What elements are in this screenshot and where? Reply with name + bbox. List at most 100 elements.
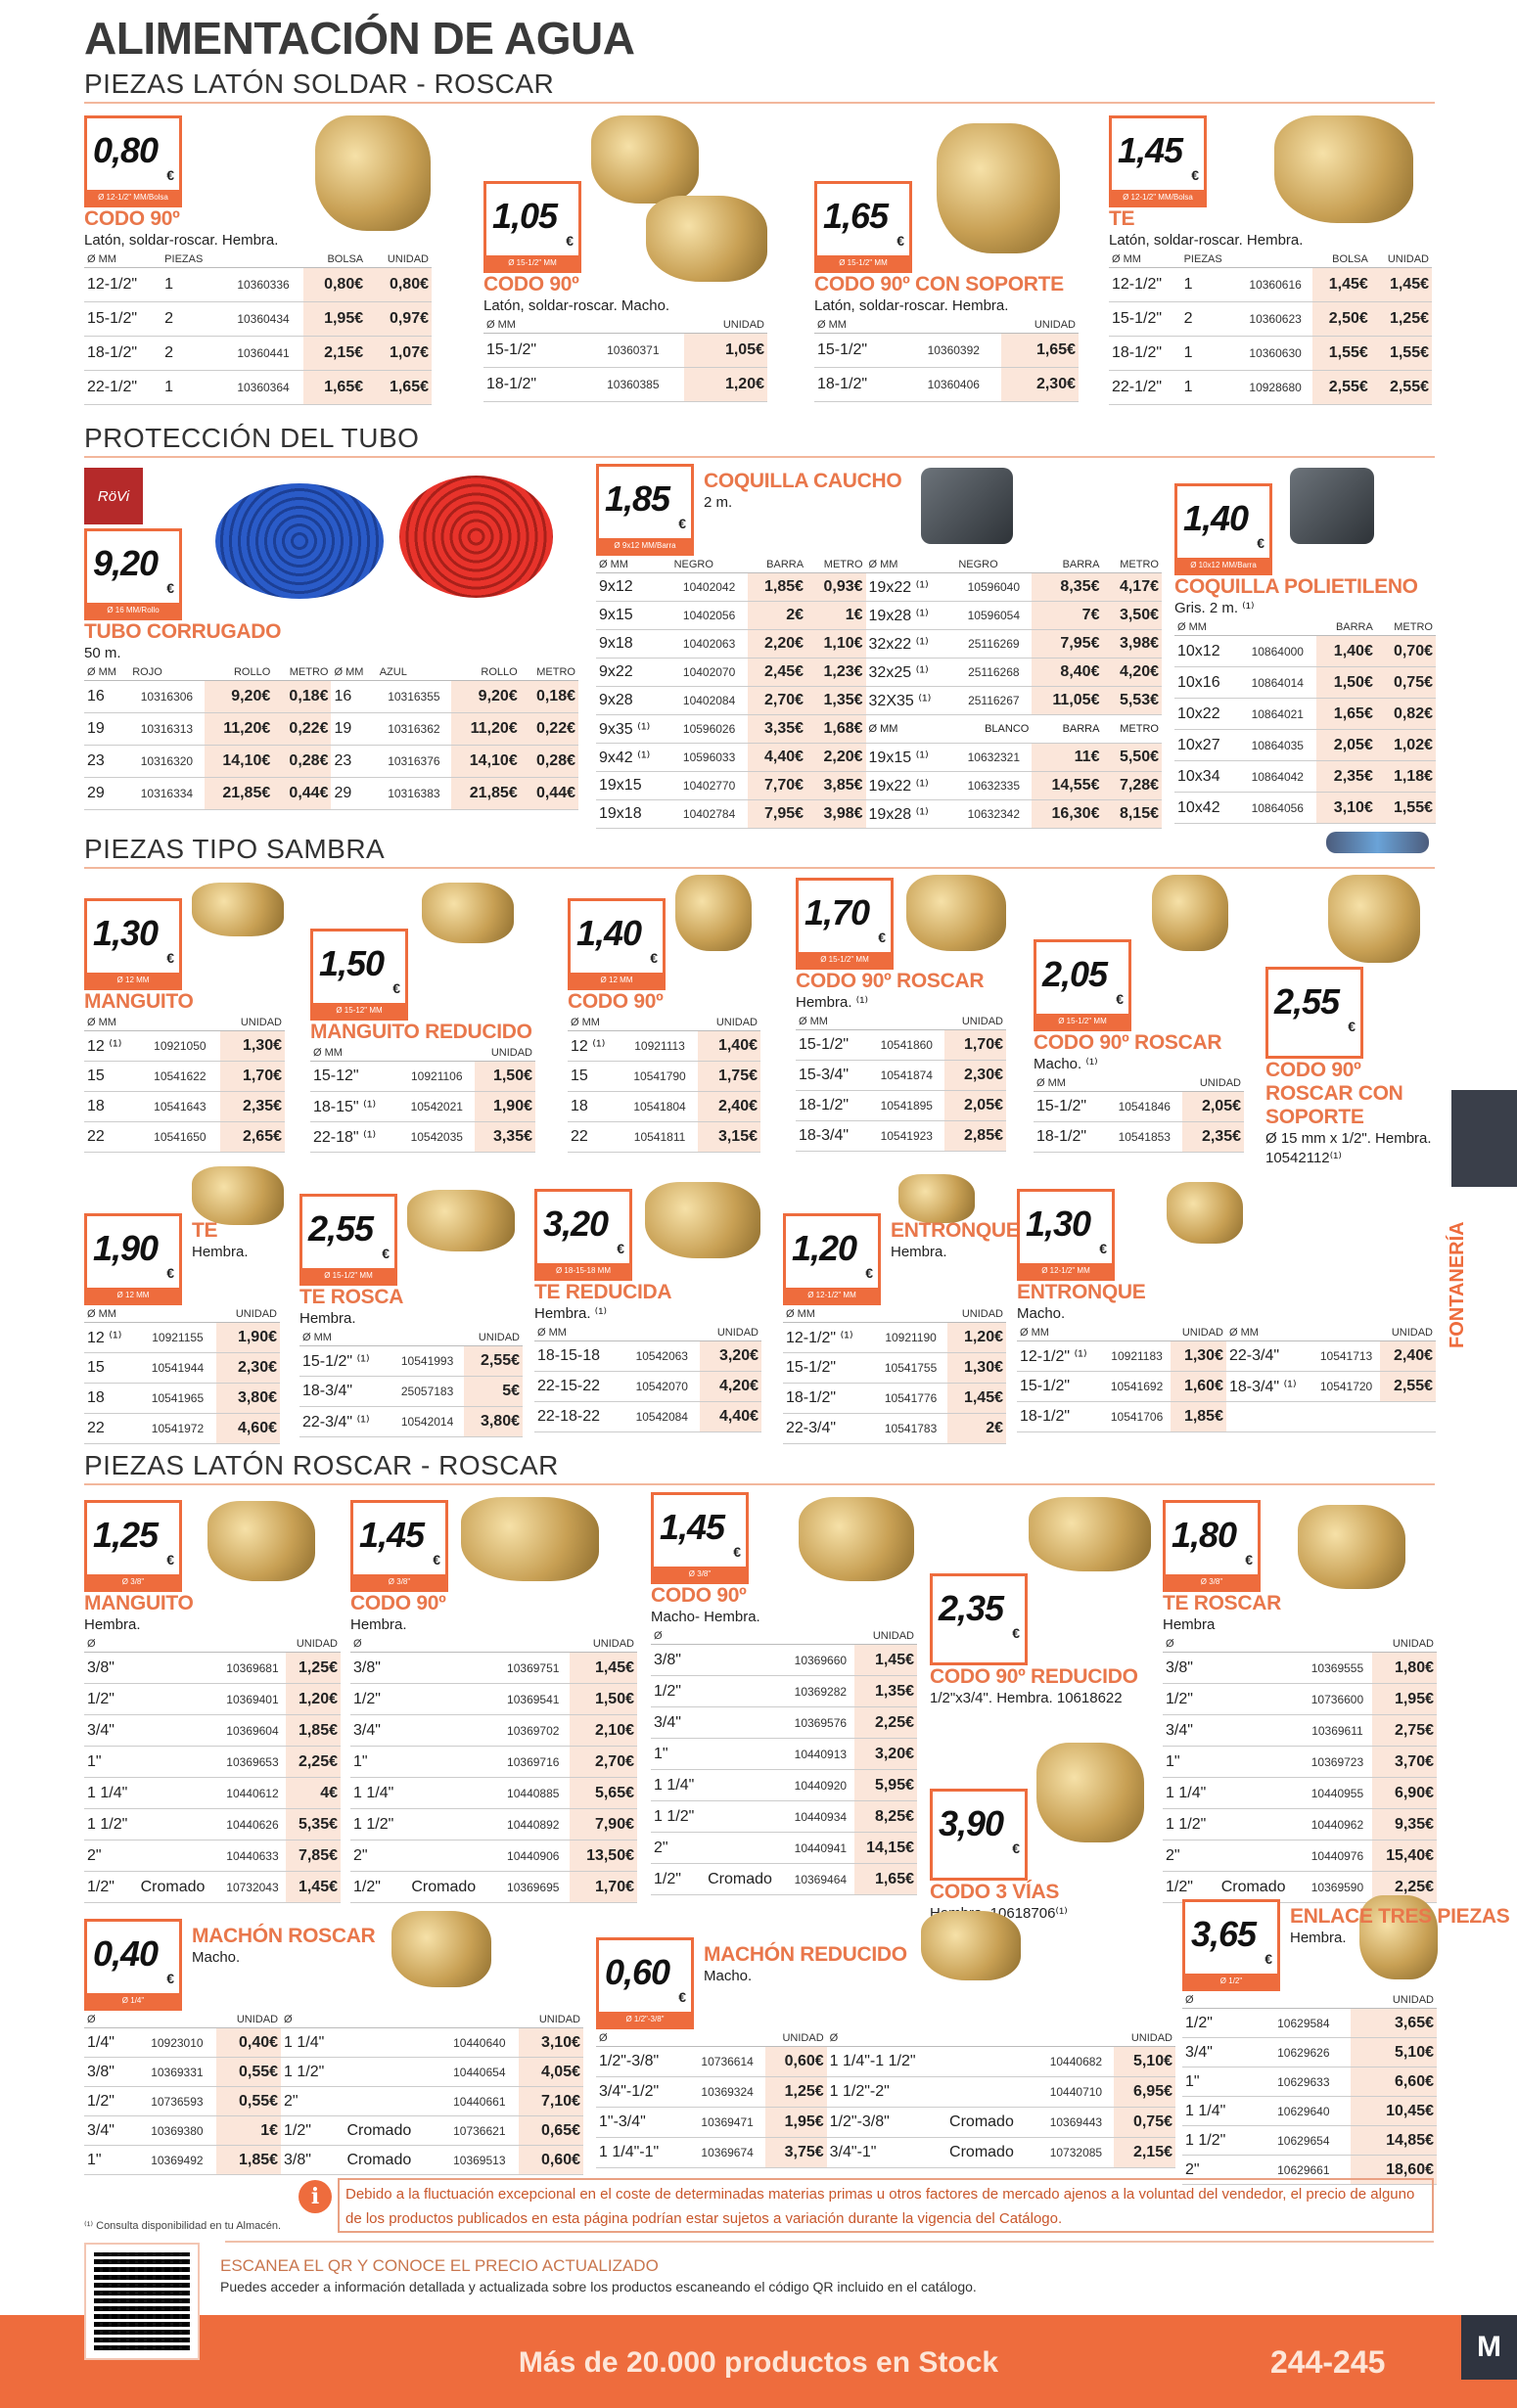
table-row[interactable]: 15-1/2" ⁽¹⁾ 10541993 2,55€: [299, 1346, 523, 1377]
table-row[interactable]: 23 10316320 14,10€ 0,28€ 23 10316376 14,10€ 0,2…: [84, 746, 578, 778]
table-row[interactable]: 15-1/2" 10541692 1,60€ 18-3/4" ⁽¹⁾ 10541720 2…: [1017, 1372, 1436, 1402]
table-row[interactable]: 3/8" 10369681 1,25€: [84, 1653, 341, 1684]
table-row[interactable]: 22 10541972 4,60€: [84, 1414, 280, 1444]
table-row[interactable]: 18-15" ⁽¹⁾ 10542021 1,90€: [310, 1092, 535, 1122]
table-row[interactable]: 1" 10369723 3,70€: [1163, 1747, 1437, 1778]
table-row[interactable]: 16 10316306 9,20€ 0,18€ 16 10316355 9,20€ 0,18€: [84, 681, 578, 713]
table-row[interactable]: 18-1/2" 10360406 2,30€: [814, 368, 1079, 402]
table-row[interactable]: 18-1/2" 10360385 1,20€: [483, 368, 767, 402]
table-row[interactable]: 18-1/2" 2 10360441 2,15€ 1,07€: [84, 337, 432, 371]
table-row[interactable]: 12 ⁽¹⁾ 10921113 1,40€: [568, 1031, 760, 1062]
table-row[interactable]: 12 ⁽¹⁾ 10921155 1,90€: [84, 1323, 280, 1353]
qr-code[interactable]: [84, 2243, 200, 2360]
table-row[interactable]: 9x15 10402056 2€ 1€ 19x28 ⁽¹⁾ 10596054 7€ 3,50€: [596, 602, 1162, 630]
table-row[interactable]: 15-3/4" 10541874 2,30€: [796, 1061, 1006, 1091]
table-row[interactable]: 15 10541790 1,75€: [568, 1062, 760, 1092]
table-row[interactable]: 1/2" 10629584 3,65€: [1182, 2009, 1437, 2038]
table-row[interactable]: 3/8" 10369660 1,45€: [651, 1645, 917, 1676]
table-row[interactable]: 19 10316313 11,20€ 0,22€ 19 10316362 11,20€ 0,2…: [84, 713, 578, 746]
table-row[interactable]: 2" 10440633 7,85€: [84, 1840, 341, 1872]
table-row[interactable]: 1" 10369492 1,85€ 3/8" Cromado 10369513 0,60€: [84, 2146, 583, 2175]
table-row[interactable]: 22 10541811 3,15€: [568, 1122, 760, 1153]
table-row[interactable]: 22-1/2" 1 10928680 2,55€ 2,55€: [1109, 371, 1432, 405]
table-row[interactable]: 9x22 10402070 2,45€ 1,23€ 32x25 ⁽¹⁾ 25116268 8…: [596, 659, 1162, 687]
table-row[interactable]: 15 10541622 1,70€: [84, 1062, 285, 1092]
table-row[interactable]: 2" 10629661 18,60€: [1182, 2156, 1437, 2185]
table-row[interactable]: 12-1/2" ⁽¹⁾ 10921183 1,30€ 22-3/4" 10541713 2…: [1017, 1341, 1436, 1372]
table-row[interactable]: 18 10541643 2,35€: [84, 1092, 285, 1122]
table-row[interactable]: 22 10541650 2,65€: [84, 1122, 285, 1153]
table-row[interactable]: 1 1/4"-1" 10369674 3,75€ 3/4"-1" Cromado 1073…: [596, 2138, 1175, 2168]
table-row[interactable]: 1" 10629633 6,60€: [1182, 2067, 1437, 2097]
table-row[interactable]: 1/2" 10736593 0,55€ 2" 10440661 7,10€: [84, 2087, 583, 2116]
table-row[interactable]: 9x42 ⁽¹⁾ 10596033 4,40€ 2,20€ 19x15 ⁽¹⁾ 10632…: [596, 744, 1162, 772]
table-row[interactable]: 10x34 10864042 2,35€ 1,18€: [1174, 761, 1436, 793]
table-row[interactable]: 10x16 10864014 1,50€ 0,75€: [1174, 667, 1436, 699]
table-row[interactable]: 3/4" 10629626 5,10€: [1182, 2038, 1437, 2067]
table-row[interactable]: 2" 10440976 15,40€: [1163, 1840, 1437, 1872]
table-row[interactable]: 12-1/2" 1 10360336 0,80€ 0,80€: [84, 268, 432, 302]
table-row[interactable]: 1/2" 10369541 1,50€: [350, 1684, 637, 1715]
table-row[interactable]: 15-1/2" 10541846 2,05€: [1034, 1092, 1244, 1122]
table-row[interactable]: 1 1/2" 10440626 5,35€: [84, 1809, 341, 1840]
table-row[interactable]: 1" 10440913 3,20€: [651, 1739, 917, 1770]
table-row[interactable]: 10x42 10864056 3,10€ 1,55€: [1174, 793, 1436, 824]
table-row[interactable]: 3/8" 10369555 1,80€: [1163, 1653, 1437, 1684]
table-row[interactable]: 18-1/2" 10541853 2,35€: [1034, 1122, 1244, 1153]
table-row[interactable]: 18 10541965 3,80€: [84, 1384, 280, 1414]
table-row[interactable]: 12-1/2" ⁽¹⁾ 10921190 1,20€: [783, 1323, 1006, 1353]
table-row[interactable]: 1 1/2" 10440962 9,35€: [1163, 1809, 1437, 1840]
table-row[interactable]: 19x18 10402784 7,95€ 3,98€ 19x28 ⁽¹⁾ 10632342…: [596, 800, 1162, 829]
table-row[interactable]: 19x15 10402770 7,70€ 3,85€ 19x22 ⁽¹⁾ 10632335…: [596, 772, 1162, 800]
table-row[interactable]: 15 10541944 2,30€: [84, 1353, 280, 1384]
table-row[interactable]: 1 1/2" 10440934 8,25€: [651, 1801, 917, 1833]
table-row[interactable]: 22-3/4" ⁽¹⁾ 10542014 3,80€: [299, 1407, 523, 1437]
table-row[interactable]: 29 10316334 21,85€ 0,44€ 29 10316383 21,85€ 0,4…: [84, 778, 578, 810]
table-row[interactable]: 2" 10440906 13,50€: [350, 1840, 637, 1872]
table-row[interactable]: 15-1/2" 10541755 1,30€: [783, 1353, 1006, 1384]
table-row[interactable]: 3/8" 10369331 0,55€ 1 1/2" 10440654 4,05€: [84, 2058, 583, 2087]
table-row[interactable]: 9x35 ⁽¹⁾ 10596026 3,35€ 1,68€ Ø MM BLANCO BARR…: [596, 715, 1162, 744]
table-row[interactable]: 22-18" ⁽¹⁾ 10542035 3,35€: [310, 1122, 535, 1153]
table-row[interactable]: 10x27 10864035 2,05€ 1,02€: [1174, 730, 1436, 761]
table-row[interactable]: 15-1/2" 2 10360434 1,95€ 0,97€: [84, 302, 432, 337]
table-row[interactable]: 22-1/2" 1 10360364 1,65€ 1,65€: [84, 371, 432, 405]
table-row[interactable]: 18-1/2" 10541776 1,45€: [783, 1384, 1006, 1414]
table-row[interactable]: 1/4" 10923010 0,40€ 1 1/4" 10440640 3,10€: [84, 2028, 583, 2058]
table-row[interactable]: 18-1/2" 10541706 1,85€: [1017, 1402, 1436, 1432]
table-row[interactable]: 1" 10369653 2,25€: [84, 1747, 341, 1778]
table-row[interactable]: 3/4" 10369604 1,85€: [84, 1715, 341, 1747]
table-row[interactable]: 3/4" 10369576 2,25€: [651, 1707, 917, 1739]
table-row[interactable]: 12 ⁽¹⁾ 10921050 1,30€: [84, 1031, 285, 1062]
table-row[interactable]: 18-15-18 10542063 3,20€: [534, 1341, 761, 1372]
table-row[interactable]: 3/4"-1/2" 10369324 1,25€ 1 1/2"-2" 10440710 6…: [596, 2077, 1175, 2108]
table-row[interactable]: 1"-3/4" 10369471 1,95€ 1/2"-3/8" Cromado 1036…: [596, 2108, 1175, 2138]
table-row[interactable]: 15-1/2" 2 10360623 2,50€ 1,25€: [1109, 302, 1432, 337]
table-row[interactable]: 10x22 10864021 1,65€ 0,82€: [1174, 699, 1436, 730]
table-row[interactable]: 15-1/2" 10360392 1,65€: [814, 334, 1079, 368]
table-row[interactable]: 15-1/2" 10360371 1,05€: [483, 334, 767, 368]
table-row[interactable]: 15-1/2" 10541860 1,70€: [796, 1030, 1006, 1061]
table-row[interactable]: 1" 10369716 2,70€: [350, 1747, 637, 1778]
table-row[interactable]: 10x12 10864000 1,40€ 0,70€: [1174, 636, 1436, 667]
table-row[interactable]: 1 1/4" 10440612 4€: [84, 1778, 341, 1809]
table-row[interactable]: 1 1/2" 10629654 14,85€: [1182, 2126, 1437, 2156]
table-row[interactable]: 18-1/2" 10541895 2,05€: [796, 1091, 1006, 1121]
table-row[interactable]: 3/8" 10369751 1,45€: [350, 1653, 637, 1684]
table-row[interactable]: 18 10541804 2,40€: [568, 1092, 760, 1122]
table-row[interactable]: 1/2" 10369401 1,20€: [84, 1684, 341, 1715]
table-row[interactable]: 1/2" Cromado 10369464 1,65€: [651, 1864, 917, 1895]
side-tab[interactable]: [1451, 1090, 1517, 1187]
table-row[interactable]: 1 1/4" 10629640 10,45€: [1182, 2097, 1437, 2126]
table-row[interactable]: 18-1/2" 1 10360630 1,55€ 1,55€: [1109, 337, 1432, 371]
table-row[interactable]: 15-12" 10921106 1,50€: [310, 1062, 535, 1092]
table-row[interactable]: 3/4" 10369380 1€ 1/2" Cromado 10736621 0,65€: [84, 2116, 583, 2146]
table-row[interactable]: 2" 10440941 14,15€: [651, 1833, 917, 1864]
table-row[interactable]: 9x12 10402042 1,85€ 0,93€ 19x22 ⁽¹⁾ 10596040 8…: [596, 573, 1162, 602]
table-row[interactable]: 1 1/2" 10440892 7,90€: [350, 1809, 637, 1840]
table-row[interactable]: 1 1/4" 10440955 6,90€: [1163, 1778, 1437, 1809]
table-row[interactable]: 1/2"-3/8" 10736614 0,60€ 1 1/4"-1 1/2" 10440…: [596, 2047, 1175, 2077]
table-row[interactable]: 22-18-22 10542084 4,40€: [534, 1402, 761, 1432]
table-row[interactable]: 1/2" Cromado 10732043 1,45€: [84, 1872, 341, 1903]
table-row[interactable]: 1/2" Cromado 10369695 1,70€: [350, 1872, 637, 1903]
